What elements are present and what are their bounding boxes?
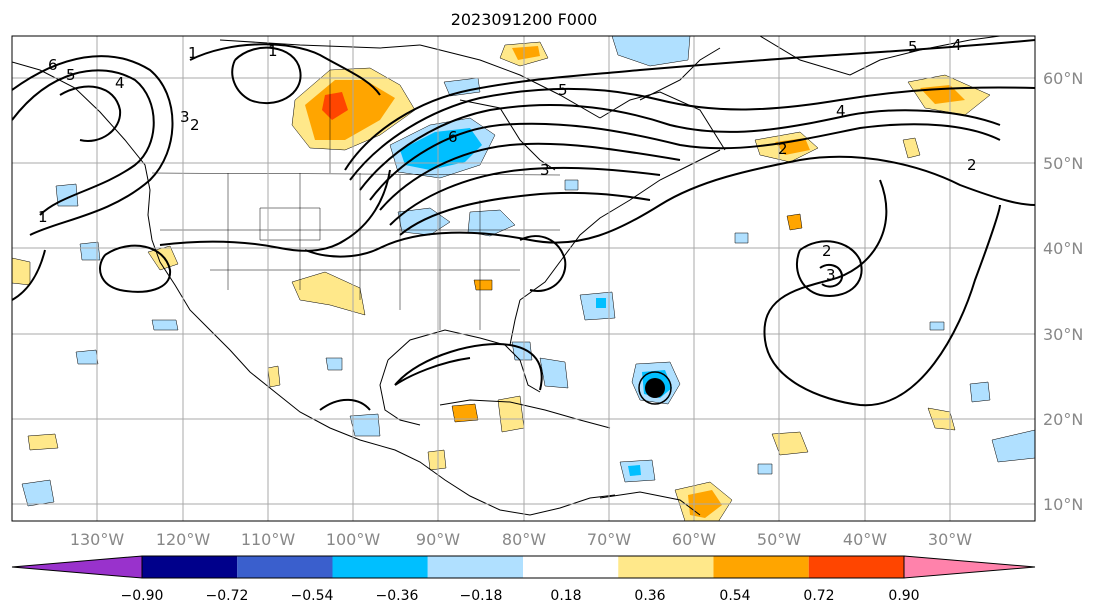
contour-label: 3 [826, 266, 836, 284]
colorbar-tick-label: −0.54 [291, 588, 334, 604]
graticule [12, 36, 1035, 521]
lon-label: 120°W [156, 530, 211, 549]
contour-label: 4 [836, 102, 846, 120]
colorbar-swatch [237, 556, 333, 578]
lon-label: 110°W [241, 530, 296, 549]
colorbar-swatch [713, 556, 809, 578]
contour-label: 6 [48, 56, 58, 74]
map-title: 2023091200 F000 [450, 10, 598, 29]
contour-label: 5 [66, 66, 76, 84]
lon-label: 130°W [70, 530, 125, 549]
contour-label: 4 [115, 74, 125, 92]
colorbar-tick-label: 0.72 [803, 588, 834, 604]
contour-label: 2 [190, 116, 200, 134]
lon-label: 90°W [416, 530, 460, 549]
colorbar-tick-label: −0.90 [121, 588, 164, 604]
contour-label: 5 [908, 38, 918, 56]
colorbar-tick-label: −0.36 [376, 588, 419, 604]
colorbar-tick-label: −0.18 [460, 588, 503, 604]
colorbar-swatch [427, 556, 523, 578]
lon-label: 80°W [502, 530, 546, 549]
contour-label: 1 [188, 44, 198, 62]
colorbar-swatch [142, 556, 238, 578]
colorbar-swatch [332, 556, 428, 578]
lat-label: 50°N [1043, 154, 1083, 173]
colorbar-tick-labels: −0.90 −0.72 −0.54 −0.36 −0.18 0.18 0.36 … [121, 588, 920, 604]
lon-label: 60°W [672, 530, 716, 549]
contour-label: 6 [448, 128, 458, 146]
colorbar-outline [141, 555, 905, 579]
colorbar-swatch [808, 556, 904, 578]
lat-label: 60°N [1043, 69, 1083, 88]
lon-label: 50°W [757, 530, 801, 549]
contour-label: 3 [180, 108, 190, 126]
contour-label: 2 [967, 156, 977, 174]
contour-label: 1 [268, 42, 278, 60]
contour-label: 2 [778, 140, 788, 158]
lon-label: 40°W [843, 530, 887, 549]
map-frame [11, 35, 1036, 522]
colorbar [11, 555, 1036, 579]
contour-label: 5 [558, 81, 568, 99]
lat-label: 30°N [1043, 325, 1083, 344]
hurricane-marker [638, 371, 672, 405]
contour-label: 1 [38, 208, 48, 226]
latitude-labels: 60°N 50°N 40°N 30°N 20°N 10°N [1043, 69, 1083, 514]
contour-label: 3 [540, 161, 550, 179]
colorbar-swatch [523, 556, 619, 578]
colorbar-extend-high [903, 555, 1036, 579]
lat-label: 40°N [1043, 239, 1083, 258]
lat-label: 20°N [1043, 410, 1083, 429]
lon-label: 100°W [326, 530, 381, 549]
lon-label: 30°W [928, 530, 972, 549]
contour-lines [12, 39, 1035, 411]
lon-label: 70°W [587, 530, 631, 549]
colorbar-extend-low [11, 555, 143, 579]
contour-label: 2 [822, 242, 832, 260]
colorbar-tick-label: 0.36 [634, 588, 665, 604]
contour-label-group: 6 5 4 1 2 3 6 5 4 3 2 1 2 3 5 4 1 2 [38, 36, 977, 284]
colorbar-tick-label: 0.18 [550, 588, 581, 604]
contour-label: 4 [952, 36, 962, 54]
colorbar-swatch [618, 556, 714, 578]
colorbar-tick-label: 0.90 [888, 588, 919, 604]
colorbar-tick-label: −0.72 [206, 588, 249, 604]
colorbar-tick-label: 0.54 [719, 588, 750, 604]
longitude-labels: 130°W 120°W 110°W 100°W 90°W 80°W 70°W 6… [70, 530, 972, 549]
lat-label: 10°N [1043, 495, 1083, 514]
